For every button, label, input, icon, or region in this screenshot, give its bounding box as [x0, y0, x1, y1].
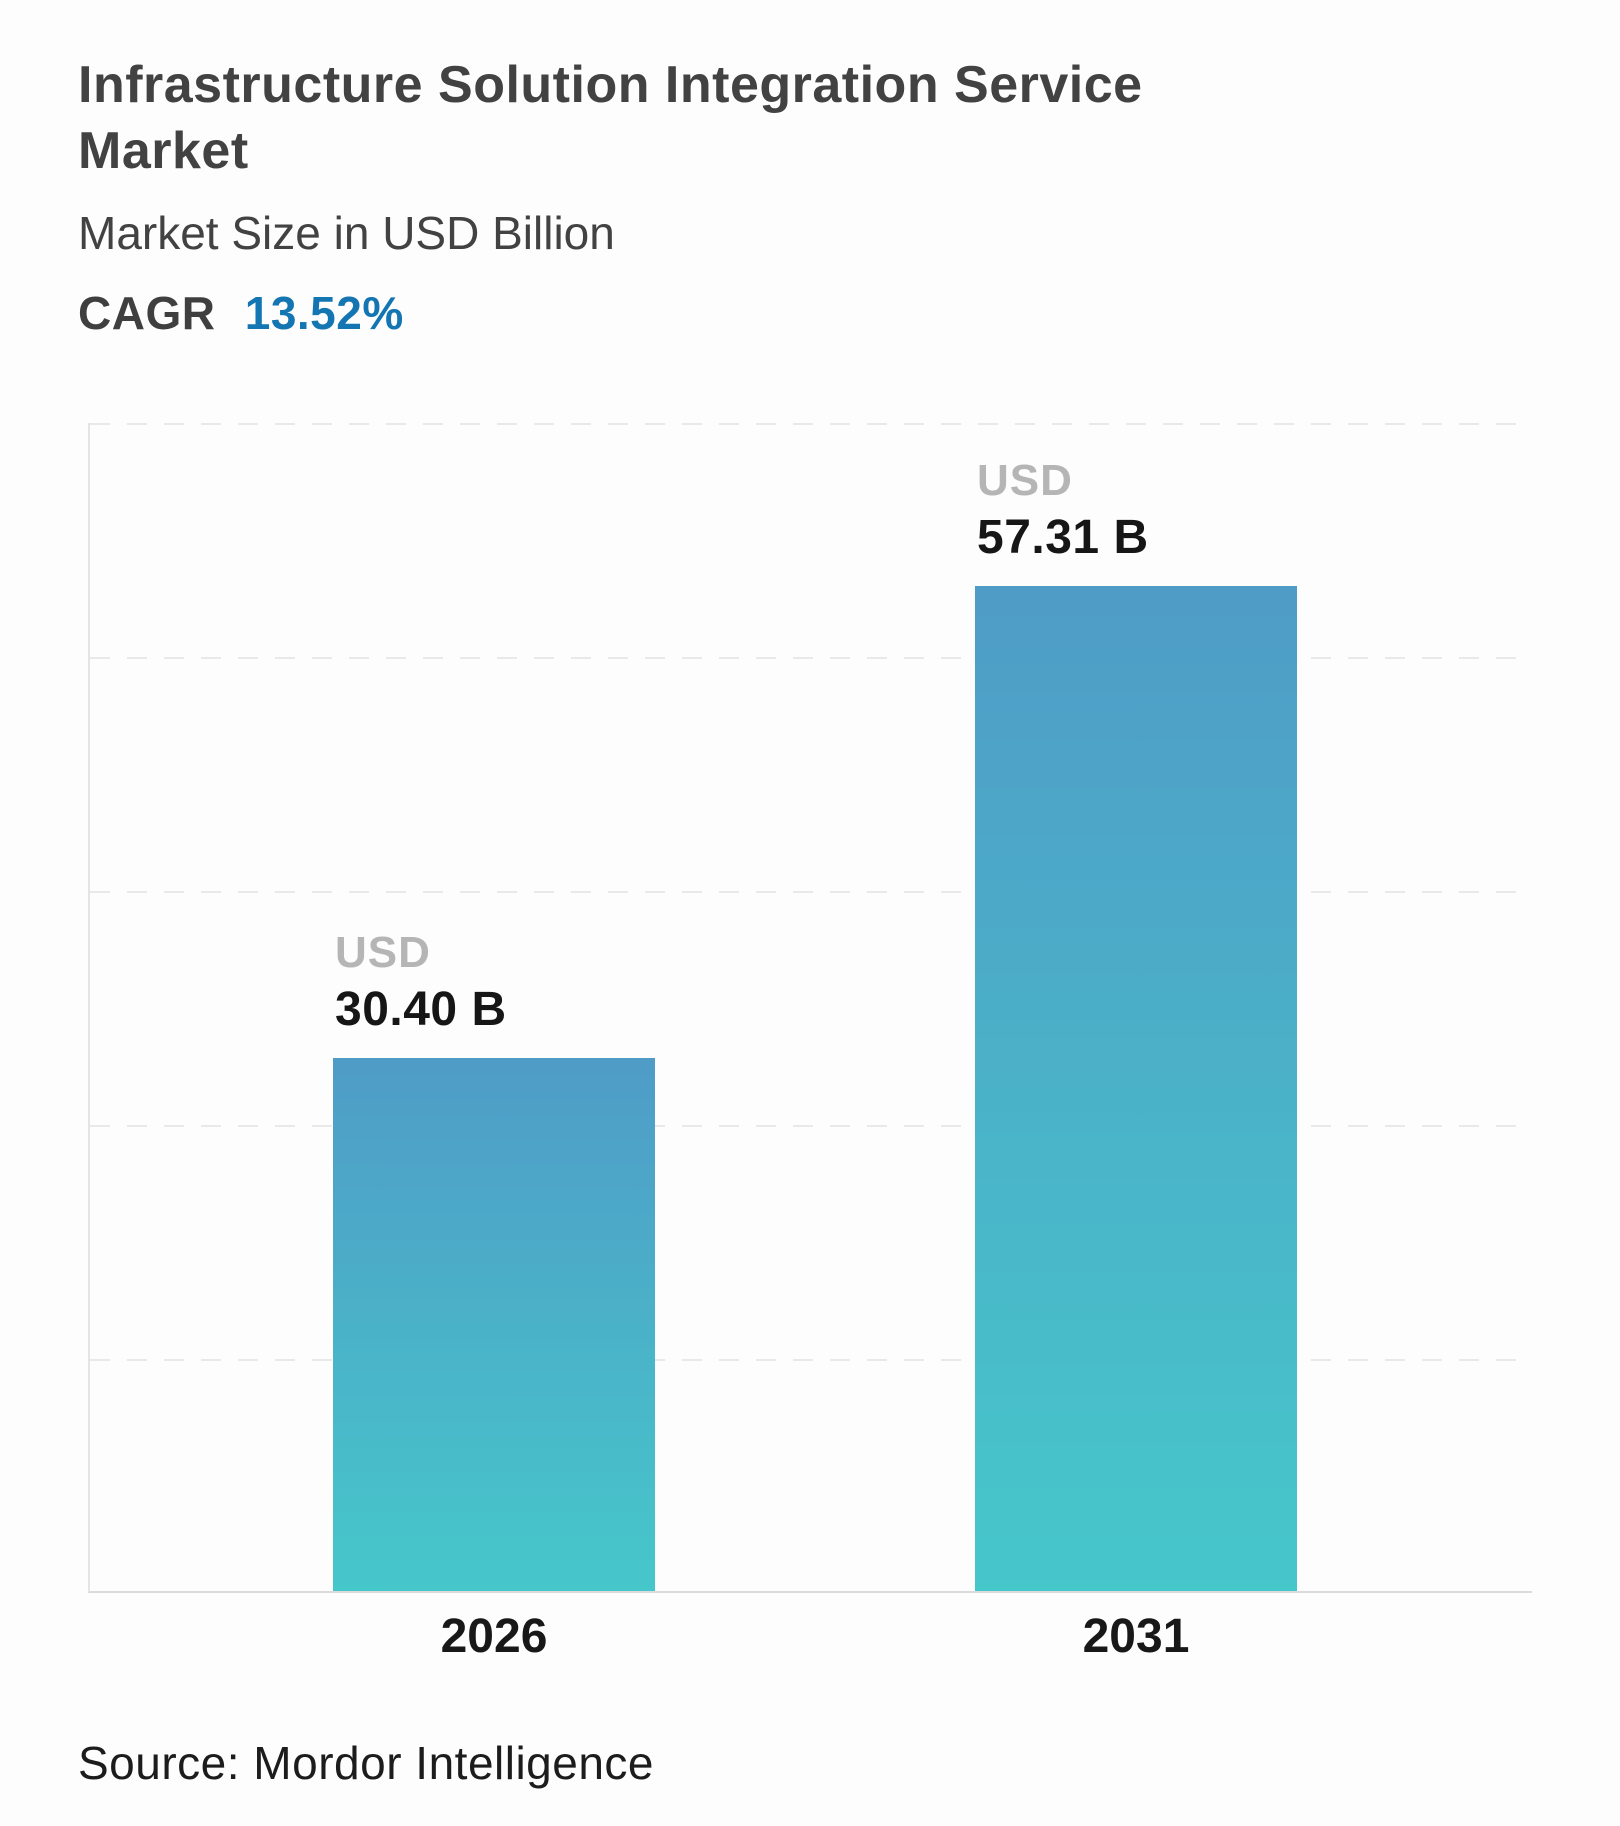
bar-chart-plot-area: USD 30.40 B USD 57.31 B 2026 2031 [88, 423, 1532, 1663]
gridline [90, 1125, 1532, 1127]
cagr-value: 13.52% [244, 287, 404, 339]
gridline [90, 1359, 1532, 1361]
gridline [90, 891, 1532, 893]
bar-2026: USD 30.40 B [333, 928, 655, 1591]
header: Infrastructure Solution Integration Serv… [78, 52, 1143, 260]
bar-2031-value-label: 57.31 B [977, 511, 1149, 564]
bar-2026-value-label: 30.40 B [335, 983, 507, 1036]
bar-2031-currency-label: USD [977, 456, 1073, 505]
bar-2026-currency-label: USD [335, 928, 431, 977]
chart-title: Infrastructure Solution Integration Serv… [78, 52, 1143, 184]
chart-title-line1: Infrastructure Solution Integration Serv… [78, 56, 1143, 114]
cagr-label: CAGR [78, 287, 216, 339]
x-axis-label-2026: 2026 [440, 1610, 548, 1663]
bar-2031-fill [975, 586, 1297, 1591]
chart-title-line2: Market [78, 122, 249, 180]
chart-subtitle: Market Size in USD Billion [78, 207, 615, 259]
bar-2026-fill [333, 1058, 655, 1591]
gridline [90, 657, 1532, 659]
source-attribution: Source: Mordor Intelligence [78, 1737, 655, 1789]
x-axis-label-2031: 2031 [1082, 1610, 1190, 1663]
bar-2031: USD 57.31 B [975, 456, 1297, 1591]
gridline [90, 423, 1532, 425]
bar-2031-labels: USD 57.31 B [977, 456, 1149, 566]
bar-2026-labels: USD 30.40 B [335, 928, 507, 1038]
cagr-row: CAGR 13.52% [78, 286, 404, 340]
